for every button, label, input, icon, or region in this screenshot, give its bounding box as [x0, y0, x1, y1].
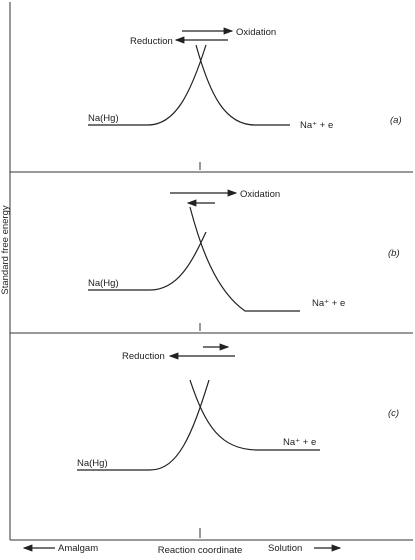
panel-tag: (c): [388, 408, 399, 419]
right-end: Solution: [268, 543, 302, 554]
arrow-label: Oxidation: [236, 27, 276, 38]
state-label: Na(Hg): [88, 278, 119, 289]
curve: [189, 206, 300, 312]
panel-tag: (a): [390, 115, 402, 126]
panel-tag: (b): [388, 248, 400, 259]
curve: [77, 379, 210, 471]
state-label: Na(Hg): [77, 458, 108, 469]
y-label: Standard free energy: [0, 205, 11, 295]
curve: [189, 379, 320, 451]
state-label: Na⁺ + e: [300, 120, 333, 131]
arrow-label: Reduction: [122, 351, 165, 362]
curve: [88, 44, 207, 126]
arrow-label: Reduction: [130, 36, 173, 47]
curve: [195, 44, 290, 126]
x-label: Reaction coordinate: [158, 545, 243, 556]
state-label: Na(Hg): [88, 113, 119, 124]
arrow-label: Oxidation: [240, 189, 280, 200]
left-end: Amalgam: [58, 543, 98, 554]
state-label: Na⁺ + e: [312, 298, 345, 309]
state-label: Na⁺ + e: [283, 437, 316, 448]
